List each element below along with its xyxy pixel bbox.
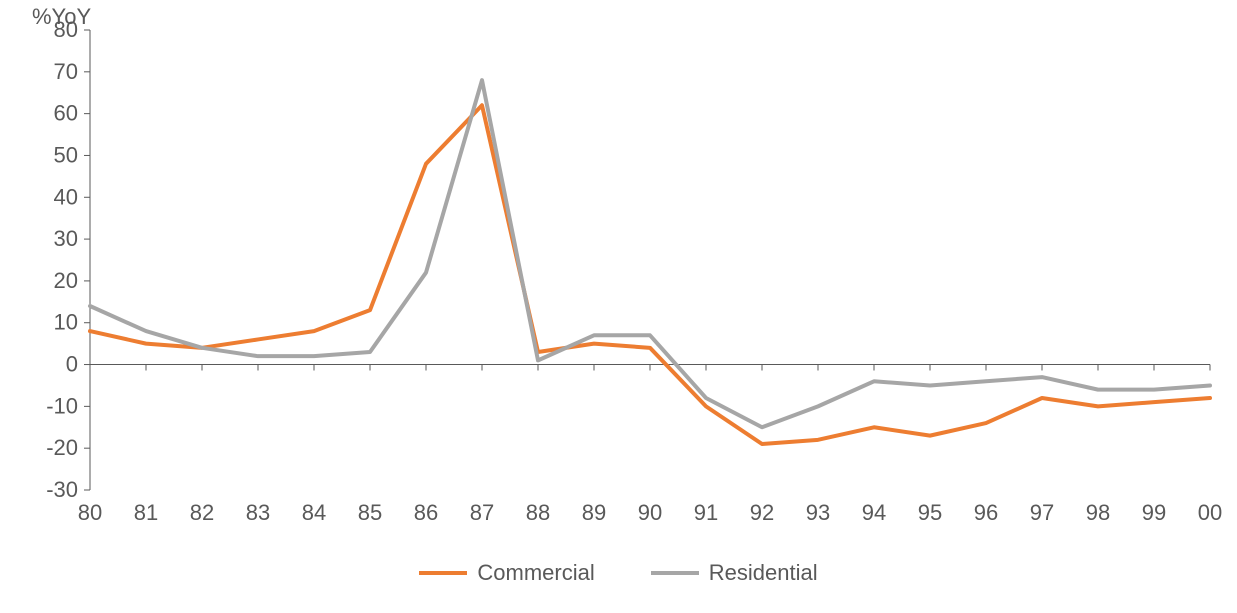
line-chart: %YoY-30-20-10010203040506070808081828384… bbox=[0, 0, 1237, 613]
legend-swatch bbox=[651, 571, 699, 575]
x-tick-label: 83 bbox=[246, 500, 270, 525]
x-tick-label: 95 bbox=[918, 500, 942, 525]
x-tick-label: 94 bbox=[862, 500, 886, 525]
legend-item-commercial: Commercial bbox=[419, 560, 594, 586]
x-tick-label: 84 bbox=[302, 500, 326, 525]
y-tick-label: 80 bbox=[54, 17, 78, 42]
legend-label: Residential bbox=[709, 560, 818, 586]
x-tick-label: 81 bbox=[134, 500, 158, 525]
x-tick-label: 85 bbox=[358, 500, 382, 525]
x-tick-label: 90 bbox=[638, 500, 662, 525]
y-tick-label: 70 bbox=[54, 59, 78, 84]
x-tick-label: 98 bbox=[1086, 500, 1110, 525]
x-tick-label: 82 bbox=[190, 500, 214, 525]
x-tick-label: 99 bbox=[1142, 500, 1166, 525]
x-tick-label: 96 bbox=[974, 500, 998, 525]
x-tick-label: 00 bbox=[1198, 500, 1222, 525]
x-tick-label: 91 bbox=[694, 500, 718, 525]
x-tick-label: 88 bbox=[526, 500, 550, 525]
y-tick-label: 50 bbox=[54, 142, 78, 167]
x-tick-label: 92 bbox=[750, 500, 774, 525]
legend-swatch bbox=[419, 571, 467, 575]
x-tick-label: 87 bbox=[470, 500, 494, 525]
x-tick-label: 86 bbox=[414, 500, 438, 525]
y-tick-label: -20 bbox=[46, 435, 78, 460]
x-tick-label: 89 bbox=[582, 500, 606, 525]
x-tick-label: 97 bbox=[1030, 500, 1054, 525]
y-tick-label: 20 bbox=[54, 268, 78, 293]
y-tick-label: 30 bbox=[54, 226, 78, 251]
x-tick-label: 80 bbox=[78, 500, 102, 525]
x-tick-label: 93 bbox=[806, 500, 830, 525]
legend-label: Commercial bbox=[477, 560, 594, 586]
y-tick-label: 10 bbox=[54, 310, 78, 335]
chart-legend: Commercial Residential bbox=[0, 560, 1237, 586]
series-line-residential bbox=[90, 80, 1210, 427]
y-tick-label: -30 bbox=[46, 477, 78, 502]
y-tick-label: 0 bbox=[66, 352, 78, 377]
series-line-commercial bbox=[90, 105, 1210, 444]
chart-canvas: %YoY-30-20-10010203040506070808081828384… bbox=[0, 0, 1237, 613]
y-tick-label: -10 bbox=[46, 393, 78, 418]
legend-item-residential: Residential bbox=[651, 560, 818, 586]
y-tick-label: 40 bbox=[54, 184, 78, 209]
y-tick-label: 60 bbox=[54, 101, 78, 126]
